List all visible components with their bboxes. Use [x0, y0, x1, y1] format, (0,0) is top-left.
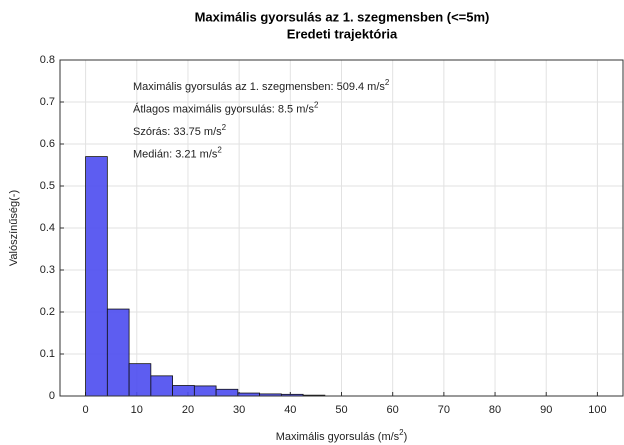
x-tick-label: 0 — [83, 404, 89, 416]
annotation-sup: 2 — [314, 100, 319, 109]
annotation: Átlagos maximális gyorsulás: 8.5 m/s2 — [133, 100, 319, 115]
annotation-sup: 2 — [222, 123, 227, 132]
y-tick-label: 0.6 — [40, 138, 55, 150]
y-tick-label: 0.7 — [40, 96, 55, 108]
annotation-text: Átlagos maximális gyorsulás: 8.5 m/s — [133, 102, 314, 115]
bar — [85, 156, 108, 397]
x-tick-label: 50 — [335, 404, 347, 416]
annotation-text: Szórás: 33.75 m/s — [133, 126, 222, 138]
x-tick-label: 70 — [438, 404, 450, 416]
y-tick-label: 0 — [49, 390, 55, 402]
y-tick-label: 0.8 — [40, 54, 55, 66]
bar — [106, 308, 130, 397]
annotation-sup: 2 — [385, 78, 390, 87]
x-tick-label: 10 — [131, 404, 143, 416]
x-tick-label: 80 — [489, 404, 501, 416]
annotation: Szórás: 33.75 m/s2 — [133, 123, 227, 138]
x-tick-label: 100 — [588, 404, 606, 416]
x-axis-label: Maximális gyorsulás (m/s2) — [276, 428, 408, 443]
y-tick-label: 0.1 — [40, 348, 55, 360]
bar — [150, 375, 174, 397]
plot-border — [59, 59, 624, 397]
y-axis-label: Valószínűség(-) — [8, 190, 20, 266]
annotation-text: Maximális gyorsulás az 1. szegmensben: 5… — [133, 81, 385, 93]
bar — [193, 385, 217, 397]
annotation: Medián: 3.21 m/s2 — [133, 145, 222, 160]
x-axis-label-after: ) — [404, 431, 408, 443]
y-tick-label: 0.2 — [40, 306, 55, 318]
y-tick-label: 0.3 — [40, 264, 55, 276]
x-axis-label-sup: 2 — [399, 428, 404, 437]
x-tick-label: 90 — [540, 404, 552, 416]
x-tick-label: 20 — [182, 404, 194, 416]
x-tick-label: 40 — [284, 404, 296, 416]
x-axis-label-text: Maximális gyorsulás (m/s — [276, 431, 400, 443]
annotation: Maximális gyorsulás az 1. szegmensben: 5… — [133, 78, 390, 93]
annotation-text: Medián: 3.21 m/s — [133, 148, 218, 160]
y-tick-label: 0.5 — [40, 180, 55, 192]
bar — [128, 363, 152, 397]
x-tick-label: 30 — [233, 404, 245, 416]
bar — [172, 385, 195, 397]
bar — [215, 388, 239, 397]
x-tick-label: 60 — [387, 404, 399, 416]
chart-subtitle: Eredeti trajektória — [287, 26, 398, 41]
y-tick-label: 0.4 — [40, 222, 55, 234]
chart-title: Maximális gyorsulás az 1. szegmensben (<… — [195, 9, 490, 24]
annotation-sup: 2 — [217, 145, 222, 154]
